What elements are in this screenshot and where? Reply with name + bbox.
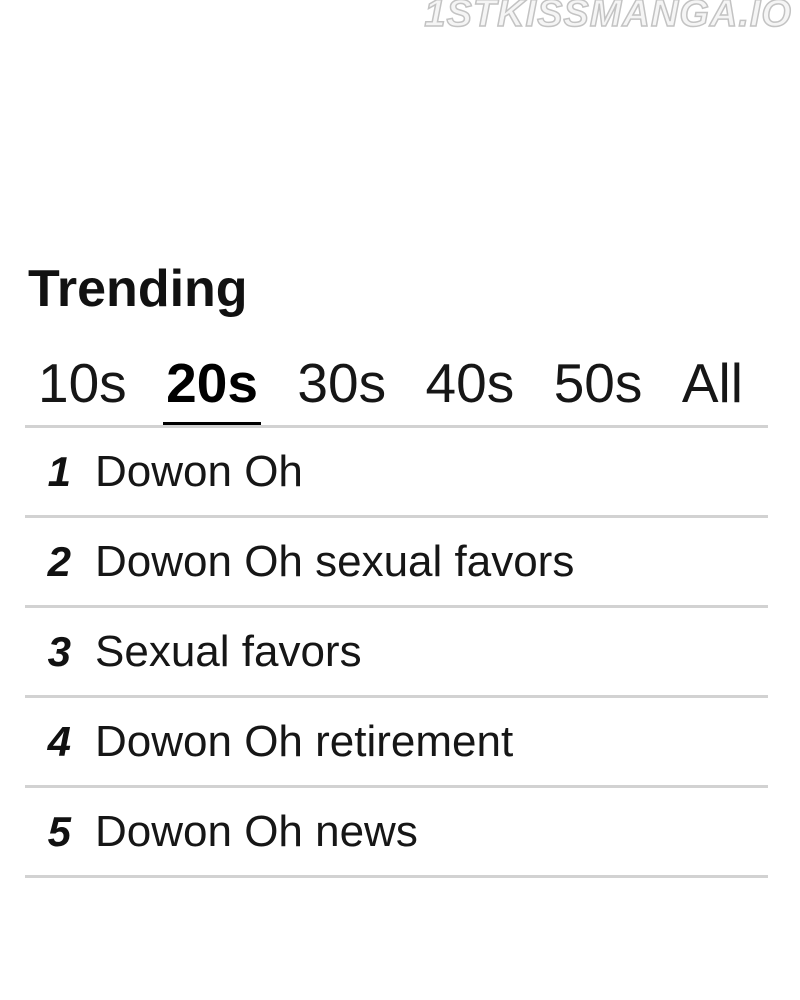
tab-all[interactable]: All — [681, 352, 743, 414]
search-term: Sexual favors — [95, 626, 362, 676]
tab-30s[interactable]: 30s — [297, 352, 387, 414]
trending-list-item[interactable]: 4 Dowon Oh retirement — [25, 698, 768, 788]
rank-number: 4 — [47, 717, 71, 765]
trending-list-item[interactable]: 5 Dowon Oh news — [25, 788, 768, 878]
tab-40s[interactable]: 40s — [425, 352, 515, 414]
search-term: Dowon Oh sexual favors — [95, 536, 575, 586]
tab-20s[interactable]: 20s — [163, 352, 261, 427]
trending-list-item[interactable]: 3 Sexual favors — [25, 608, 768, 698]
rank-number: 1 — [47, 447, 71, 495]
tab-10s[interactable]: 10s — [38, 352, 127, 414]
rank-number: 2 — [47, 537, 71, 585]
search-term: Dowon Oh retirement — [95, 716, 514, 766]
age-group-tabs: 10s 20s 30s 40s 50s All — [38, 352, 743, 427]
trending-list-item[interactable]: 2 Dowon Oh sexual favors — [25, 518, 768, 608]
search-term: Dowon Oh news — [95, 806, 418, 856]
tab-50s[interactable]: 50s — [553, 352, 643, 414]
rank-number: 5 — [47, 807, 71, 855]
page-title: Trending — [28, 260, 248, 318]
search-term: Dowon Oh — [95, 446, 303, 496]
trending-list-item[interactable]: 1 Dowon Oh — [25, 428, 768, 518]
rank-number: 3 — [47, 627, 71, 675]
tabs-divider — [25, 425, 768, 428]
trending-list: 1 Dowon Oh 2 Dowon Oh sexual favors 3 Se… — [25, 428, 768, 878]
site-watermark: 1STKISSMANGA.IO — [424, 0, 792, 36]
